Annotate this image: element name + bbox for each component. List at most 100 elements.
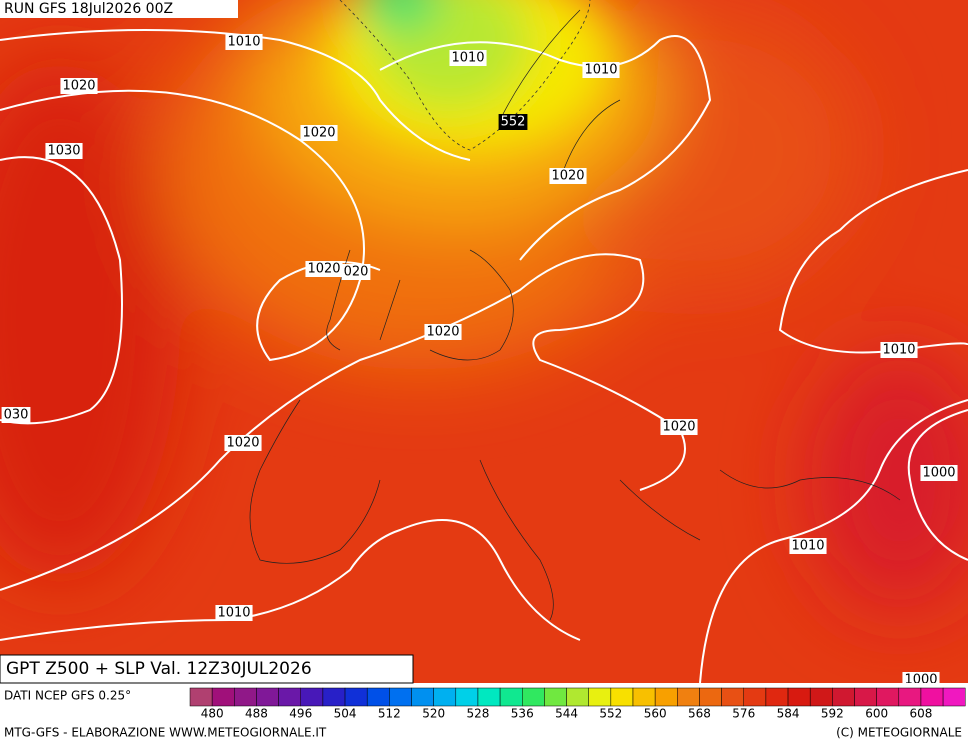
contour-label: 552 (501, 115, 526, 130)
552-contour (339, 0, 591, 151)
contour-label: 1010 (791, 539, 824, 554)
colorbar-swatch (300, 687, 324, 707)
contour-label: 1010 (882, 343, 915, 358)
colorbar-label: 592 (821, 707, 844, 721)
colorbar-label: 520 (422, 707, 445, 721)
colorbar-swatch (322, 687, 346, 707)
colorbar-swatch (699, 687, 722, 707)
contour-label-box (225, 34, 263, 50)
colorbar-label: 512 (378, 707, 401, 721)
contour-label-box (660, 419, 698, 435)
colorbar-swatch (411, 687, 434, 707)
colorbar-swatch (787, 687, 811, 707)
colorbar-swatch (544, 687, 567, 707)
colorbar-swatch (211, 687, 235, 707)
colorbar-swatch (809, 687, 833, 707)
colorbar-label: 488 (245, 707, 268, 721)
colorbar-swatch (455, 687, 479, 707)
colorbar-swatch (920, 687, 944, 707)
isobar (379, 35, 712, 261)
contour-label-box (582, 62, 620, 78)
contour-label-box (341, 264, 371, 280)
contour-label: 030 (4, 408, 29, 423)
contour-label-box (305, 261, 343, 277)
contour-label-box (920, 465, 958, 481)
colorbar-swatch (765, 687, 789, 707)
colorbar-label: 600 (865, 707, 888, 721)
data-source: DATI NCEP GFS 0.25° (4, 689, 131, 703)
contour-label: 1020 (307, 262, 340, 277)
product-box (0, 654, 414, 684)
colorbar-label: 496 (289, 707, 312, 721)
contour-label: 1020 (662, 420, 695, 435)
contour-label: 1020 (302, 126, 335, 141)
contour-label: 1010 (227, 35, 260, 50)
colorbar-swatch (433, 687, 457, 707)
contour-label: 1020 (226, 436, 259, 451)
run-label: RUN GFS 18Jul2026 00Z (4, 1, 173, 17)
colorbar-label: 480 (201, 707, 224, 721)
contour-label-box (45, 143, 83, 159)
colorbar-swatch (876, 687, 900, 707)
colorbar-label: 576 (732, 707, 755, 721)
colorbar-swatch (499, 687, 523, 707)
contour-label-box (215, 605, 253, 621)
contour-label: 1020 (426, 325, 459, 340)
colorbar-swatch (632, 687, 656, 707)
colorbar-swatch (677, 687, 700, 707)
colorbar-label: 504 (334, 707, 357, 721)
colorbar-swatch (898, 687, 922, 707)
colorbar-swatch (477, 687, 501, 707)
contour-label-box (449, 50, 487, 66)
contour-label-box (224, 435, 262, 451)
colorbar: 480 488 496 504 512 520 528 536 544 552 560 568 576 5… (189, 687, 966, 721)
colorbar-swatch (566, 687, 589, 707)
product-label: GPT Z500 + SLP Val. 12Z30JUL2026 (6, 659, 312, 679)
credits: MTG-GFS - ELABORAZIONE WWW.METEOGIORNALE… (4, 726, 327, 740)
colorbar-swatch (743, 687, 767, 707)
isobar (0, 89, 381, 362)
colorbar-swatch (189, 687, 213, 707)
contour-label-box (498, 114, 528, 130)
isobar (0, 253, 686, 591)
colorbar-swatch (234, 687, 257, 707)
isobar (699, 399, 968, 683)
contour-label: 1000 (904, 673, 937, 688)
colorbar-swatch (654, 687, 678, 707)
colorbar-swatch (610, 687, 634, 707)
contour-label-box (880, 342, 918, 358)
colorbar-swatch (522, 687, 545, 707)
contour-label: 020 (344, 265, 369, 280)
colorbar-swatch (256, 687, 279, 707)
colorbar-label: 552 (599, 707, 622, 721)
colorbar-label: 528 (466, 707, 489, 721)
colorbar-swatch (942, 687, 966, 707)
colorbar-swatch (854, 687, 877, 707)
contour-label: 1030 (47, 144, 80, 159)
header-box (0, 0, 238, 18)
isobar (0, 519, 581, 641)
colorbar-label: 584 (777, 707, 800, 721)
coastlines (249, 9, 901, 621)
contour-labels: 1010 1010 1010 1020 1020 1030 552 1020 1020 020 10… (1, 34, 958, 688)
contour-label-box (902, 672, 940, 683)
colorbar-label: 544 (555, 707, 578, 721)
colorbar-label: 568 (688, 707, 711, 721)
contour-label: 1020 (551, 169, 584, 184)
map: 1010 1010 1010 1020 1020 1030 552 1020 1020 020 10… (0, 0, 968, 688)
colorbar-swatch (278, 687, 302, 707)
colorbar-label: 560 (644, 707, 667, 721)
contour-label: 1010 (584, 63, 617, 78)
colorbar-swatch (832, 687, 855, 707)
colorbar-swatch (588, 687, 612, 707)
copyright: (C) METEOGIORNALE (836, 726, 962, 740)
contour-label: 1020 (62, 79, 95, 94)
contour-label-box (549, 168, 587, 184)
contour-label-box (300, 125, 338, 141)
colorbar-swatch (366, 687, 390, 707)
contour-label-box (1, 407, 31, 423)
colorbar-label: 608 (909, 707, 932, 721)
contour-label: 1000 (922, 466, 955, 481)
isobar (0, 156, 123, 425)
